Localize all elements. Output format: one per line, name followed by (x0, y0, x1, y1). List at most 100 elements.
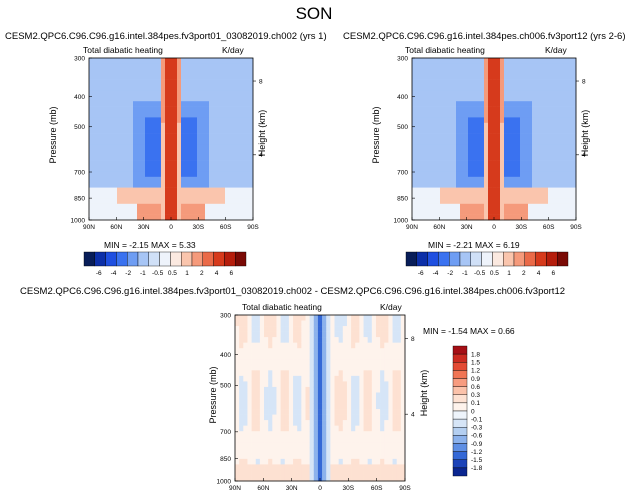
p1-cell (133, 139, 138, 145)
p2-cell (500, 74, 505, 80)
p2-cell (484, 79, 489, 86)
p1-cell (181, 155, 186, 161)
p1-cell (121, 133, 126, 140)
p3-cell (363, 398, 368, 404)
p3-cell (392, 409, 398, 415)
p1-cell (145, 171, 150, 178)
p1-cell (117, 90, 122, 97)
p1-cell (153, 117, 158, 124)
p3-colorbar-label: 0 (471, 408, 475, 415)
p1-cell (101, 198, 106, 205)
p3-cell (243, 342, 248, 349)
p2-cell (448, 117, 453, 124)
p3-cell (243, 320, 248, 327)
p1-cell (101, 160, 106, 167)
p3-cell (255, 464, 261, 471)
p3-cell (334, 469, 339, 476)
p3-cell (396, 436, 402, 443)
p1-cell (173, 63, 178, 70)
p1-cell (229, 155, 234, 161)
p1-cell (177, 144, 182, 151)
p1-cell (229, 187, 234, 194)
p2-cell (420, 198, 425, 205)
p2-cell (420, 122, 425, 129)
p1-cell (233, 122, 238, 129)
p3-cell (330, 342, 335, 349)
p2-cell (420, 214, 425, 221)
p3-cell (288, 370, 294, 377)
p1-cell (225, 85, 230, 91)
p3-cell (293, 348, 298, 355)
p2-cell (536, 182, 541, 188)
p3-cell (334, 326, 339, 332)
p3-cell (280, 386, 286, 393)
p1-cell (229, 85, 234, 91)
p2-cell (548, 176, 553, 183)
p1-colorbar-label: -1 (140, 270, 146, 277)
p1-cell (249, 128, 254, 134)
p1-cell (161, 68, 166, 75)
p3-cell (400, 398, 406, 404)
p2-cell (544, 171, 549, 178)
p1-cell (205, 85, 210, 91)
p1-cell (181, 74, 186, 80)
p2-cell (540, 128, 545, 134)
p1-cell (173, 133, 178, 140)
p1-cell (233, 133, 238, 140)
p3-cell (322, 469, 327, 476)
p1-cell (109, 176, 114, 183)
p1-cell (193, 79, 198, 86)
p3-cell (247, 414, 252, 421)
p2-cell (528, 79, 533, 86)
p1-cell (97, 101, 102, 107)
p1-cell (121, 182, 126, 188)
p2-cell (472, 128, 477, 134)
p3-cell (322, 420, 327, 426)
p1-cell (229, 95, 234, 102)
p1-cell (229, 128, 234, 134)
p3-cell (309, 337, 315, 343)
p2-y2tick-label: 8 (582, 78, 586, 85)
p2-cell (488, 122, 493, 129)
p2-cell (532, 166, 537, 172)
p3-cell (355, 342, 360, 349)
p1-cell (113, 101, 118, 107)
p1-cell (129, 198, 134, 205)
p2-cell (484, 203, 489, 210)
p1-cell (133, 128, 138, 134)
p1-cell (197, 106, 202, 113)
p2-cell (552, 198, 557, 205)
p1-cell (101, 68, 106, 75)
p1-cell (157, 122, 162, 129)
p1-cell (129, 171, 134, 178)
p1-cell (113, 90, 118, 97)
p1-cell (233, 193, 238, 199)
p3-colorbar-swatch (452, 362, 468, 371)
p1-cell (221, 155, 226, 161)
p2-cell (412, 85, 417, 91)
p1-cell (169, 85, 174, 91)
p2-cell (492, 149, 497, 156)
p2-cell (524, 160, 529, 167)
p2-cell (436, 63, 441, 70)
p2-cell (484, 193, 489, 199)
p1-colorbar-label: -0.5 (152, 270, 164, 277)
p2-cell (484, 63, 489, 70)
p1-cell (89, 198, 94, 205)
p1-cell (137, 149, 142, 156)
p2-cell (420, 79, 425, 86)
p3-cell (284, 381, 290, 388)
p2-cell (480, 128, 485, 134)
p1-cell (105, 101, 110, 107)
p3-cell (363, 359, 368, 366)
p1-cell (173, 166, 178, 172)
p3-cell (317, 315, 323, 321)
p3-cell (268, 320, 273, 327)
p1-cell (221, 198, 226, 205)
p2-cell (488, 133, 493, 140)
p2-cell (432, 144, 437, 151)
p3-cell (243, 464, 248, 471)
p3-colorbar-label: 0.1 (471, 400, 480, 407)
p3-cell (264, 420, 269, 426)
p1-cell (169, 171, 174, 178)
